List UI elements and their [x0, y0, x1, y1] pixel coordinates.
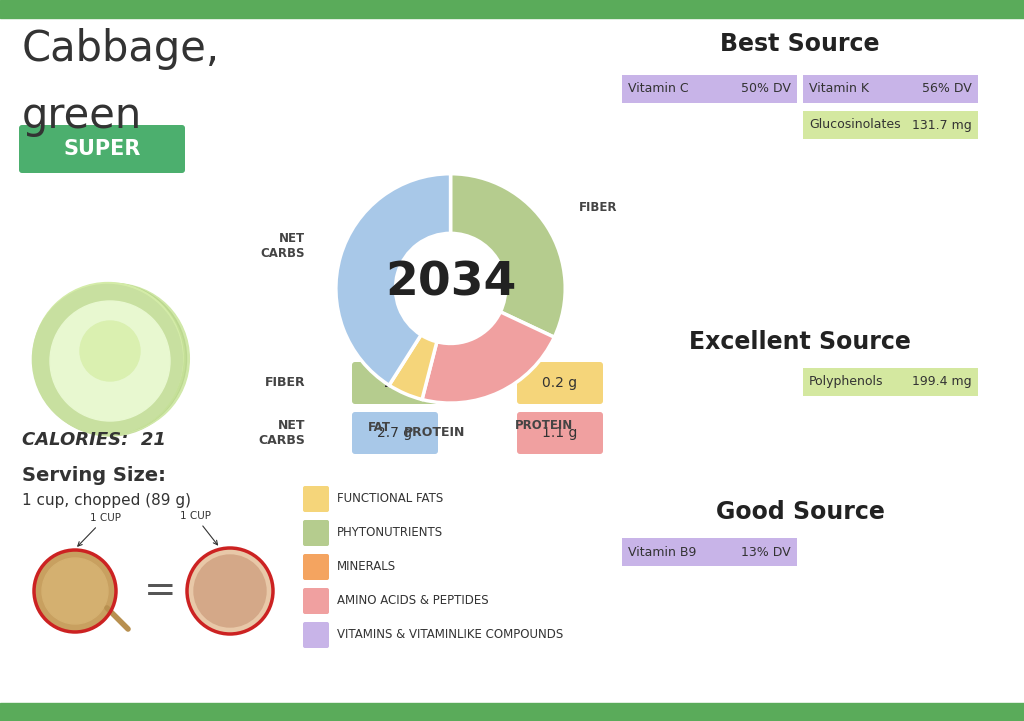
FancyBboxPatch shape: [352, 412, 438, 454]
FancyBboxPatch shape: [517, 412, 603, 454]
Text: 13% DV: 13% DV: [741, 546, 791, 559]
Text: 56% DV: 56% DV: [923, 82, 972, 95]
Text: Good Source: Good Source: [716, 500, 885, 524]
Text: 2 g: 2 g: [384, 376, 406, 390]
FancyBboxPatch shape: [303, 554, 329, 580]
FancyBboxPatch shape: [517, 362, 603, 404]
Text: PROTEIN: PROTEIN: [403, 427, 465, 440]
Text: FAT: FAT: [368, 421, 390, 434]
Text: FUNCTIONAL FATS: FUNCTIONAL FATS: [337, 492, 443, 505]
Text: Vitamin K: Vitamin K: [809, 82, 869, 95]
Text: FAT: FAT: [440, 376, 465, 389]
Text: Cabbage,: Cabbage,: [22, 28, 220, 70]
Text: Polyphenols: Polyphenols: [809, 376, 884, 389]
FancyBboxPatch shape: [622, 538, 797, 566]
FancyBboxPatch shape: [303, 588, 329, 614]
Text: Glucosinolates: Glucosinolates: [809, 118, 901, 131]
Wedge shape: [451, 174, 565, 337]
Text: NET
CARBS: NET CARBS: [261, 232, 305, 260]
Circle shape: [80, 321, 140, 381]
Circle shape: [35, 284, 185, 434]
Circle shape: [39, 283, 189, 433]
Text: Excellent Source: Excellent Source: [689, 330, 911, 354]
Text: 2.7 g: 2.7 g: [378, 426, 413, 440]
Text: 50% DV: 50% DV: [741, 82, 791, 95]
Text: Best Source: Best Source: [720, 32, 880, 56]
Wedge shape: [422, 312, 554, 403]
Bar: [0, 0, 1024, 18]
FancyBboxPatch shape: [303, 520, 329, 546]
Text: FIBER: FIBER: [579, 200, 616, 214]
Text: PROTEIN: PROTEIN: [515, 419, 573, 432]
FancyBboxPatch shape: [352, 362, 438, 404]
Text: 1 CUP: 1 CUP: [78, 513, 121, 546]
Text: 131.7 mg: 131.7 mg: [912, 118, 972, 131]
Text: AMINO ACIDS & PEPTIDES: AMINO ACIDS & PEPTIDES: [337, 595, 488, 608]
Circle shape: [194, 555, 266, 627]
Text: Serving Size:: Serving Size:: [22, 466, 166, 485]
FancyBboxPatch shape: [803, 368, 978, 396]
Text: 1.1 g: 1.1 g: [543, 426, 578, 440]
Text: green: green: [22, 95, 142, 137]
Bar: [0, 703, 1024, 721]
Circle shape: [42, 558, 108, 624]
FancyBboxPatch shape: [803, 111, 978, 139]
Text: SUPER: SUPER: [63, 139, 140, 159]
Text: 1 cup, chopped (89 g): 1 cup, chopped (89 g): [22, 493, 191, 508]
Text: 0.2 g: 0.2 g: [543, 376, 578, 390]
FancyBboxPatch shape: [803, 75, 978, 103]
Text: 199.4 mg: 199.4 mg: [912, 376, 972, 389]
Circle shape: [35, 551, 115, 631]
FancyBboxPatch shape: [622, 75, 797, 103]
Circle shape: [33, 285, 182, 435]
Text: 2034: 2034: [385, 260, 516, 305]
Text: 1 CUP: 1 CUP: [179, 511, 217, 545]
Wedge shape: [389, 335, 437, 399]
FancyBboxPatch shape: [19, 125, 185, 173]
Circle shape: [188, 549, 272, 633]
Text: Vitamin B9: Vitamin B9: [628, 546, 696, 559]
Circle shape: [50, 301, 170, 421]
Text: FIBER: FIBER: [264, 376, 305, 389]
Text: MINERALS: MINERALS: [337, 560, 396, 573]
FancyBboxPatch shape: [303, 486, 329, 512]
Text: NET
CARBS: NET CARBS: [258, 419, 305, 447]
Wedge shape: [336, 174, 451, 385]
Circle shape: [37, 283, 186, 433]
Text: CALORIES:  21: CALORIES: 21: [22, 431, 166, 449]
Circle shape: [35, 286, 185, 436]
Text: =: =: [143, 572, 176, 610]
Circle shape: [33, 283, 183, 433]
FancyArrowPatch shape: [106, 608, 128, 629]
Text: VITAMINS & VITAMINLIKE COMPOUNDS: VITAMINS & VITAMINLIKE COMPOUNDS: [337, 629, 563, 642]
Text: Vitamin C: Vitamin C: [628, 82, 688, 95]
FancyBboxPatch shape: [303, 622, 329, 648]
Text: PHYTONUTRIENTS: PHYTONUTRIENTS: [337, 526, 443, 539]
